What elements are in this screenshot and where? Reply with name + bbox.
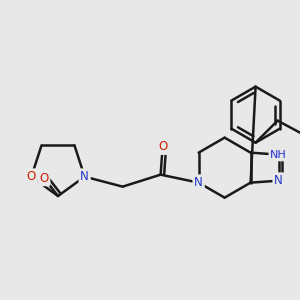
Text: N: N bbox=[274, 174, 283, 187]
Text: O: O bbox=[27, 170, 36, 183]
Text: NH: NH bbox=[270, 150, 287, 160]
Text: N: N bbox=[80, 170, 89, 183]
Text: N: N bbox=[194, 176, 203, 189]
Text: O: O bbox=[39, 172, 49, 184]
Text: O: O bbox=[158, 140, 167, 153]
